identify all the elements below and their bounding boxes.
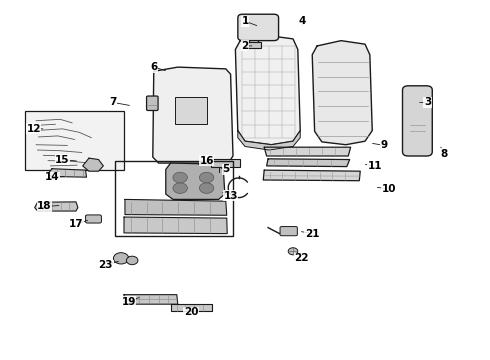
Text: 14: 14: [45, 172, 59, 182]
Bar: [115, 161, 233, 237]
Text: 11: 11: [368, 161, 382, 171]
Circle shape: [126, 256, 138, 265]
Circle shape: [199, 183, 214, 193]
Text: 9: 9: [381, 140, 388, 150]
Text: 20: 20: [184, 307, 198, 317]
Polygon shape: [35, 202, 78, 211]
Polygon shape: [267, 159, 350, 167]
Text: 8: 8: [441, 149, 448, 158]
Text: 16: 16: [199, 156, 214, 166]
Polygon shape: [83, 158, 103, 171]
Polygon shape: [124, 217, 227, 234]
Polygon shape: [171, 304, 212, 311]
Polygon shape: [125, 199, 227, 215]
Circle shape: [173, 172, 187, 183]
Polygon shape: [264, 147, 351, 156]
Text: 13: 13: [223, 191, 238, 201]
Polygon shape: [312, 41, 372, 145]
Text: 21: 21: [305, 229, 319, 239]
Text: 2: 2: [242, 41, 248, 51]
Polygon shape: [235, 35, 300, 145]
Circle shape: [199, 172, 214, 183]
FancyBboxPatch shape: [280, 226, 297, 236]
Text: 6: 6: [150, 62, 157, 72]
Polygon shape: [124, 294, 178, 304]
FancyBboxPatch shape: [402, 86, 432, 156]
FancyBboxPatch shape: [147, 96, 158, 111]
Circle shape: [173, 183, 187, 193]
Text: 19: 19: [122, 297, 136, 307]
Bar: [211, 159, 240, 167]
Circle shape: [288, 248, 298, 255]
Bar: [175, 97, 207, 123]
Polygon shape: [263, 170, 360, 181]
Circle shape: [113, 253, 129, 264]
Text: 5: 5: [222, 165, 229, 174]
Text: 7: 7: [109, 98, 117, 107]
Text: 3: 3: [424, 98, 431, 107]
Bar: [246, 42, 261, 48]
Text: 12: 12: [26, 124, 41, 134]
Bar: [25, 111, 123, 170]
Text: 15: 15: [55, 154, 70, 165]
Text: 4: 4: [299, 16, 306, 26]
Text: 1: 1: [242, 16, 248, 26]
Polygon shape: [48, 169, 87, 177]
Text: 10: 10: [382, 184, 396, 194]
FancyBboxPatch shape: [86, 215, 101, 223]
Text: 17: 17: [69, 219, 83, 229]
Text: 18: 18: [37, 202, 51, 211]
Text: 23: 23: [98, 260, 113, 270]
Polygon shape: [153, 67, 233, 163]
Polygon shape: [166, 163, 225, 199]
FancyBboxPatch shape: [238, 14, 279, 41]
Text: 22: 22: [294, 253, 309, 263]
Polygon shape: [238, 131, 300, 150]
